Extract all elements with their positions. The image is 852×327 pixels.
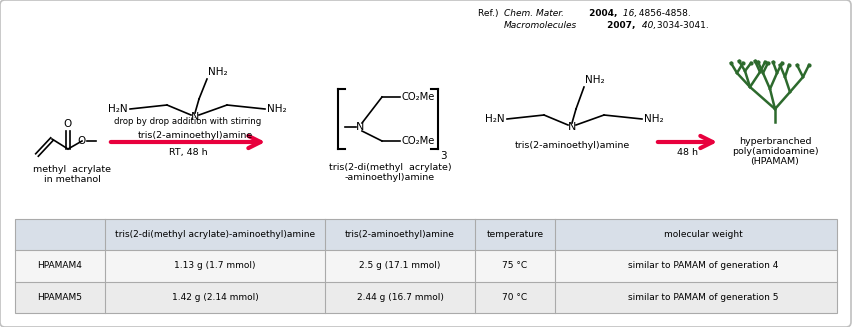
Text: HPAMAM5: HPAMAM5 [37, 293, 83, 302]
Text: NH₂: NH₂ [267, 104, 286, 114]
Text: 2.44 g (16.7 mmol): 2.44 g (16.7 mmol) [357, 293, 443, 302]
Text: H₂N: H₂N [108, 104, 128, 114]
Text: tris(2-di(methyl  acrylate): tris(2-di(methyl acrylate) [329, 163, 452, 172]
Text: in methanol: in methanol [43, 175, 101, 184]
Bar [15, 250, 837, 282]
Text: N: N [356, 122, 364, 132]
Text: 2007,: 2007, [604, 21, 636, 30]
Bar [15, 219, 837, 250]
Text: O: O [78, 136, 86, 146]
Text: 4856-4858.: 4856-4858. [636, 9, 691, 18]
Text: CO₂Me: CO₂Me [402, 92, 435, 102]
Text: molecular weight: molecular weight [664, 230, 743, 239]
Text: RT, 48 h: RT, 48 h [169, 148, 207, 157]
Bar [15, 282, 837, 313]
Text: drop by drop addition with stirring: drop by drop addition with stirring [114, 117, 262, 126]
Text: 48 h: 48 h [677, 148, 698, 157]
Text: tris(2-aminoethyl)amine: tris(2-aminoethyl)amine [345, 230, 455, 239]
Text: 16,: 16, [620, 9, 637, 18]
Text: tris(2-aminoethyl)amine: tris(2-aminoethyl)amine [515, 141, 630, 150]
Text: 75 °C: 75 °C [503, 262, 527, 270]
Text: 3034-3041.: 3034-3041. [654, 21, 709, 30]
Text: Macromolecules: Macromolecules [504, 21, 578, 30]
Text: similar to PAMAM of generation 4: similar to PAMAM of generation 4 [628, 262, 779, 270]
Text: tris(2-aminoethyl)amine: tris(2-aminoethyl)amine [137, 131, 253, 140]
Text: tris(2-di(methyl acrylate)-aminoethyl)amine: tris(2-di(methyl acrylate)-aminoethyl)am… [115, 230, 315, 239]
Text: 3: 3 [440, 151, 446, 161]
Text: poly(amidoamine): poly(amidoamine) [732, 147, 818, 156]
Text: 70 °C: 70 °C [503, 293, 527, 302]
Text: O: O [64, 119, 72, 129]
Text: NH₂: NH₂ [208, 67, 227, 77]
Text: Ref.): Ref.) [478, 9, 504, 18]
Text: NH₂: NH₂ [585, 75, 605, 85]
Text: 1.13 g (1.7 mmol): 1.13 g (1.7 mmol) [175, 262, 256, 270]
Text: N: N [567, 122, 576, 132]
Text: HPAMAM4: HPAMAM4 [37, 262, 83, 270]
Text: N: N [191, 112, 199, 122]
Text: temperature: temperature [486, 230, 544, 239]
Text: similar to PAMAM of generation 5: similar to PAMAM of generation 5 [628, 293, 779, 302]
Text: Chem. Mater.: Chem. Mater. [504, 9, 564, 18]
Text: H₂N: H₂N [486, 114, 505, 124]
Bar [15, 219, 837, 313]
Text: -aminoethyl)amine: -aminoethyl)amine [345, 173, 435, 182]
Text: hyperbranched: hyperbranched [739, 137, 811, 146]
Text: 2.5 g (17.1 mmol): 2.5 g (17.1 mmol) [360, 262, 440, 270]
Text: methyl  acrylate: methyl acrylate [33, 165, 111, 174]
Text: NH₂: NH₂ [644, 114, 664, 124]
Text: 1.42 g (2.14 mmol): 1.42 g (2.14 mmol) [171, 293, 258, 302]
Text: 2004,: 2004, [586, 9, 618, 18]
Text: CO₂Me: CO₂Me [402, 136, 435, 146]
Text: (HPAMAM): (HPAMAM) [751, 157, 799, 166]
Text: 40,: 40, [639, 21, 656, 30]
